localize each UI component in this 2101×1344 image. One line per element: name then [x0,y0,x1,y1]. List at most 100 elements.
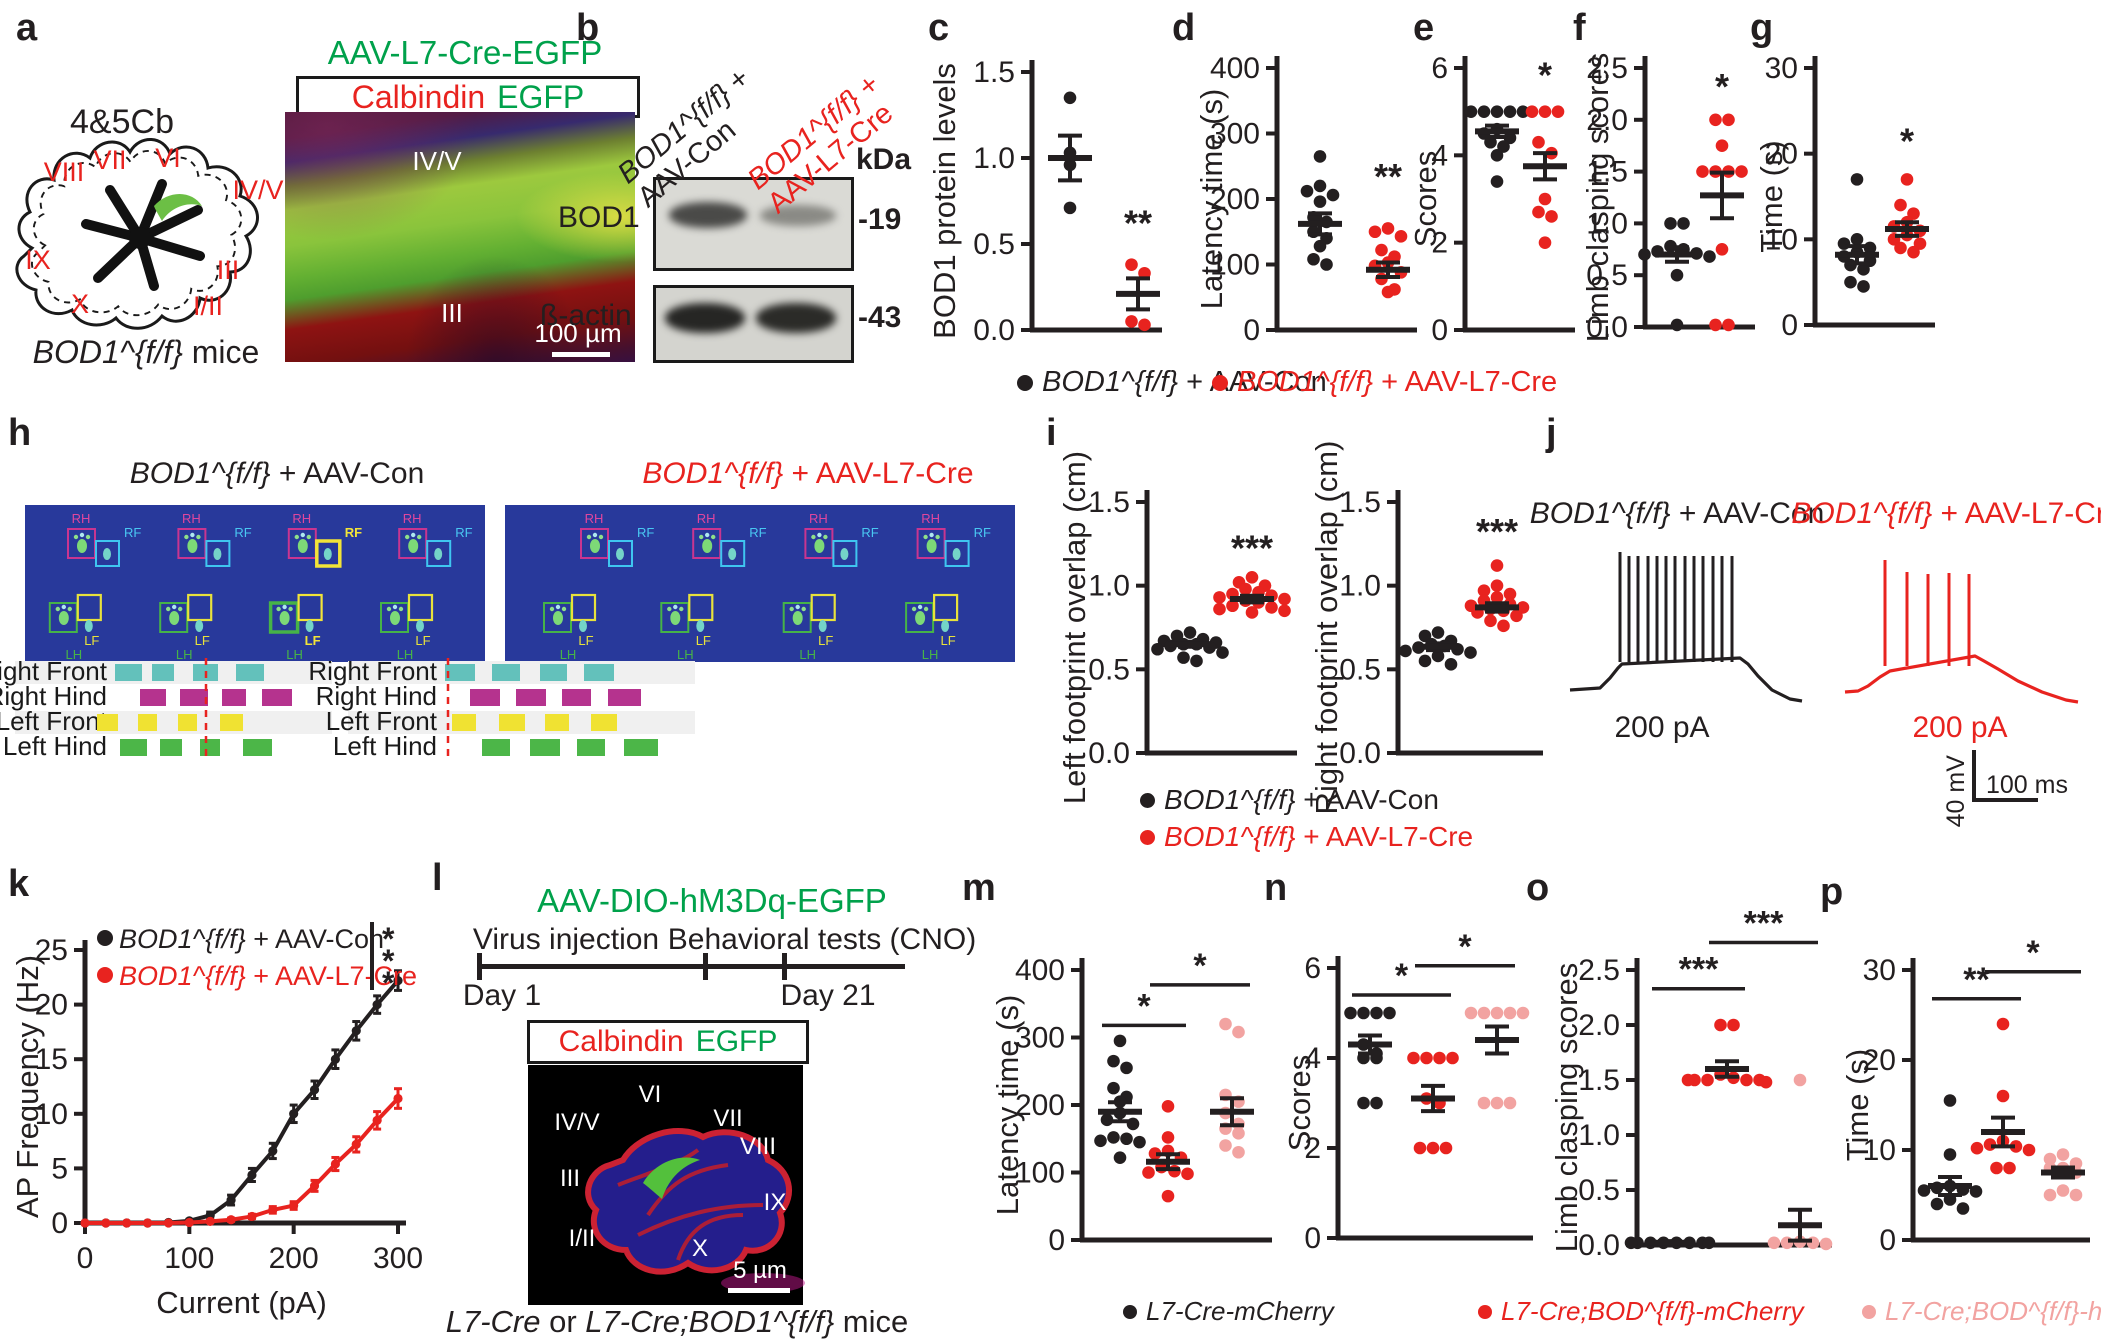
a-schematic-title: 4&5Cb [70,103,174,141]
svg-text:***: *** [1231,528,1273,569]
legend-label: BOD1^{f/f} + AAV-L7-Cre [1237,366,1558,398]
blot-bod1-band-cre [760,205,836,226]
cerebellum-foliation [617,1148,764,1261]
svg-text:2: 2 [1431,227,1448,260]
chart-c: 0.0 0.5 1.0 1.5 BOD1 protein levels ** [927,56,1162,347]
svg-text:400: 400 [1210,52,1260,85]
svg-text:*: * [382,921,395,957]
svg-text:0: 0 [1431,314,1448,347]
svg-text:0: 0 [1243,314,1260,347]
b-actin: ß-actin [540,299,632,332]
svg-text:**: ** [1963,961,1990,999]
svg-text:0: 0 [1781,309,1798,342]
l-phase-virus: Virus injection [472,923,660,956]
schematic-inner-dashed [31,150,243,317]
svg-text:RF: RF [861,525,878,540]
legend-dot [1478,1304,1492,1319]
svg-text:Right Front: Right Front [308,656,437,686]
b-kda: kDa [856,143,912,176]
schematic-lobule45-highlight [154,194,202,221]
legend-dot [1140,792,1155,808]
svg-text:*: * [382,943,395,979]
chart-n: 0 2 4 6 Scores * * [1282,928,1533,1255]
l-region-x: X [691,1235,709,1262]
svg-text:Limb clasping scores: Limb clasping scores [1549,963,1584,1252]
svg-text:Left footprint overlap (cm): Left footprint overlap (cm) [1057,451,1092,804]
svg-text:Latency time (s): Latency time (s) [1194,89,1229,310]
blot-actin-band-cre [756,303,836,333]
svg-text:LF: LF [941,633,956,648]
svg-text:*: * [1193,947,1207,985]
b-mw-19: -19 [858,203,902,236]
j-current-con: 200 pA [1614,711,1710,744]
stain-label-box-l: Calbindin EGFP [527,1020,809,1064]
stain-egfp: EGFP [497,78,585,115]
legend-bottom-mcherry: L7-Cre;BOD^{f/f}-mCherry [1478,1296,1804,1327]
svg-text:***: *** [1476,511,1518,552]
l-day21: Day 21 [780,979,876,1012]
svg-text:Left Front: Left Front [326,706,438,736]
svg-text:2.5: 2.5 [1586,52,1628,85]
panel-label-a: a [16,7,38,49]
microscopy-image-a [285,112,635,362]
svg-text:BOD1^{f/f} + AAV-L7-Cre: BOD1^{f/f} + AAV-L7-Cre [119,961,417,991]
legend-row1-cre: BOD1^{f/f} + AAV-L7-Cre [1212,366,1557,399]
svg-text:*: * [382,965,395,1001]
j-scale-40mv: 40 mV [1941,755,1970,828]
l-day1: Day 1 [462,979,542,1012]
h-title-con: BOD1^{f/f} + AAV-Con [129,457,425,490]
panel-label-f: f [1573,7,1586,49]
svg-text:0: 0 [1304,1222,1321,1255]
svg-text:0: 0 [1048,1224,1065,1257]
j-trace-label-cre: BOD1^{f/f} + AAV-L7-Cre [1791,497,2101,530]
l-region-ix: IX [763,1189,787,1216]
svg-text:*: * [2026,934,2040,972]
svg-text:0.5: 0.5 [1339,653,1381,686]
a-lobule-ivv: IV/V [232,175,284,205]
l-region-vii: VII [713,1105,743,1132]
a-lobule-iii: III [216,255,240,285]
chart-d: 0 100 200 300 400 Latency time (s) ** [1194,52,1417,347]
panel-label-j: j [1546,412,1557,454]
svg-text:20: 20 [1765,138,1798,171]
timeline-tick-start [477,953,482,980]
svg-text:Right Hind: Right Hind [316,681,437,711]
svg-text:Right Front: Right Front [0,656,108,686]
legend-row1-con: BOD1^{f/f} + AAV-Con [1017,366,1327,399]
svg-text:***: *** [1744,905,1784,943]
svg-text:*: * [1715,66,1729,107]
svg-text:1.0: 1.0 [1339,570,1381,603]
timeline-line [477,964,905,969]
l-region-iii2: I/II [568,1225,596,1252]
blot-bod1-band-con [669,202,747,228]
a-image-title: AAV-L7-Cre-EGFP [327,34,603,71]
svg-text:RF: RF [234,525,251,540]
svg-text:LH: LH [65,647,82,662]
svg-text:2: 2 [1304,1132,1321,1165]
svg-text:0.0: 0.0 [1339,737,1381,770]
svg-text:LH: LH [176,647,193,662]
svg-text:Left Hind: Left Hind [333,731,437,761]
svg-text:Right footprint overlap (cm): Right footprint overlap (cm) [1309,441,1344,815]
a-lobule-iii2: I/II [192,291,224,321]
h-title-cre: BOD1^{f/f} + AAV-L7-Cre [642,457,974,490]
panel-label-l: l [432,857,443,899]
a-lobule-x: X [70,289,90,319]
svg-text:RF: RF [974,525,991,540]
scalebar-5um [728,1288,790,1293]
l-region-vi: VI [638,1081,662,1108]
svg-text:300: 300 [373,1242,423,1275]
a-lobule-viii: VIII [43,157,85,187]
svg-text:Left Front: Left Front [0,706,108,736]
j-scale-100ms: 100 ms [1986,771,2068,799]
stain-calbindin: Calbindin [351,78,486,115]
l-region-ivv: IV/V [554,1109,600,1136]
svg-text:0.0: 0.0 [1578,1229,1620,1262]
ap-traces-graphic [1569,552,2079,704]
panel-label-k: k [8,863,30,905]
svg-text:***: *** [1679,951,1719,989]
stain-label-box-a: Calbindin EGFP [296,76,640,118]
svg-text:100: 100 [164,1242,214,1275]
